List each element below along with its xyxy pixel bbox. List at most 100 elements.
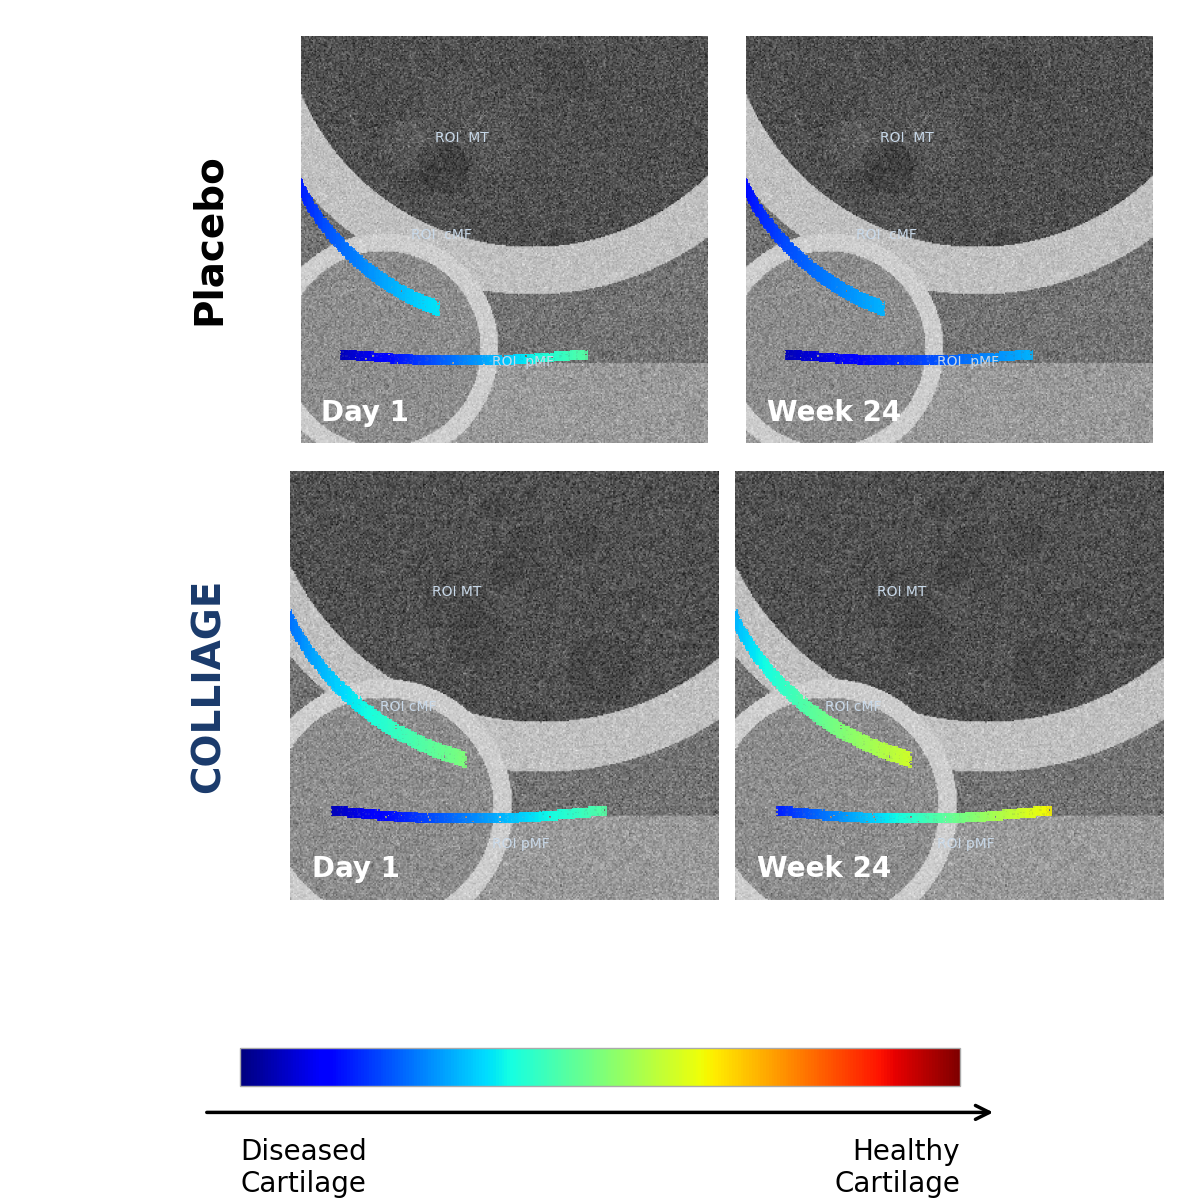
Bar (420, 822, 421, 823)
Bar (356, 253, 358, 256)
Bar (354, 257, 356, 258)
Bar (776, 235, 778, 236)
Bar (414, 739, 415, 740)
Bar (461, 364, 462, 365)
Bar (388, 726, 390, 727)
Bar (322, 216, 323, 217)
Bar (341, 251, 342, 252)
Bar (1026, 816, 1027, 817)
Bar (323, 666, 324, 668)
Bar (301, 188, 304, 190)
Bar (432, 815, 433, 816)
Bar (958, 814, 959, 815)
Bar (880, 312, 881, 313)
Bar (436, 361, 437, 362)
Bar (901, 816, 904, 817)
Bar (972, 820, 973, 821)
Bar (468, 817, 469, 820)
Bar (1004, 353, 1006, 354)
Bar (331, 685, 332, 686)
Bar (420, 748, 421, 749)
Bar (370, 814, 371, 815)
Bar (869, 358, 870, 360)
Bar (487, 356, 488, 358)
Bar (356, 702, 358, 703)
Bar (815, 353, 816, 354)
Bar (739, 636, 740, 638)
Bar (786, 808, 787, 809)
Bar (884, 305, 886, 307)
Bar (536, 353, 538, 354)
Bar (775, 238, 776, 239)
Bar (862, 360, 864, 361)
Bar (870, 311, 871, 312)
Bar (983, 815, 985, 816)
Bar (874, 740, 875, 742)
Bar (368, 715, 370, 716)
Bar (1014, 356, 1015, 358)
Bar (794, 689, 796, 691)
Bar (808, 264, 809, 266)
Bar (782, 689, 784, 691)
Bar (450, 360, 451, 361)
Bar (323, 678, 324, 679)
Bar (349, 354, 350, 355)
Bar (767, 222, 768, 224)
Bar (380, 284, 382, 287)
Bar (856, 294, 857, 295)
Bar (383, 281, 384, 282)
Bar (755, 206, 756, 208)
Bar (745, 648, 746, 649)
Bar (390, 278, 391, 280)
Bar (397, 293, 398, 294)
Bar (550, 812, 551, 814)
Bar (920, 817, 922, 820)
Bar (414, 298, 415, 299)
Bar (398, 738, 400, 739)
Bar (437, 815, 438, 816)
Bar (778, 679, 779, 680)
Bar (788, 248, 791, 250)
Bar (746, 631, 748, 632)
Bar (768, 664, 769, 665)
Bar (1009, 360, 1010, 361)
Bar (454, 754, 455, 755)
Bar (768, 671, 769, 672)
Bar (776, 226, 778, 227)
Bar (316, 214, 317, 215)
Bar (887, 358, 888, 360)
Bar (376, 710, 377, 712)
Bar (578, 353, 580, 354)
Bar (379, 278, 380, 280)
Bar (342, 684, 344, 685)
Bar (445, 815, 446, 816)
Bar (394, 282, 395, 283)
Bar (800, 707, 802, 708)
Bar (304, 643, 305, 644)
Bar (838, 293, 839, 294)
Bar (800, 701, 802, 702)
Bar (323, 677, 324, 678)
Bar (322, 226, 323, 227)
Bar (847, 295, 848, 298)
Bar (334, 673, 335, 674)
Bar (307, 204, 308, 205)
Bar (452, 355, 454, 356)
Bar (787, 814, 788, 815)
Bar (416, 300, 419, 301)
Bar (364, 260, 366, 262)
Bar (371, 268, 372, 269)
Bar (738, 619, 739, 620)
Bar (746, 188, 748, 190)
Bar (818, 268, 820, 269)
Bar (875, 817, 876, 820)
Bar (354, 696, 355, 698)
Bar (877, 358, 878, 360)
Bar (768, 224, 770, 226)
Bar (432, 304, 433, 305)
Bar (860, 814, 862, 815)
Bar (350, 257, 352, 258)
Bar (762, 210, 763, 211)
Bar (754, 197, 755, 198)
Bar (888, 757, 889, 760)
